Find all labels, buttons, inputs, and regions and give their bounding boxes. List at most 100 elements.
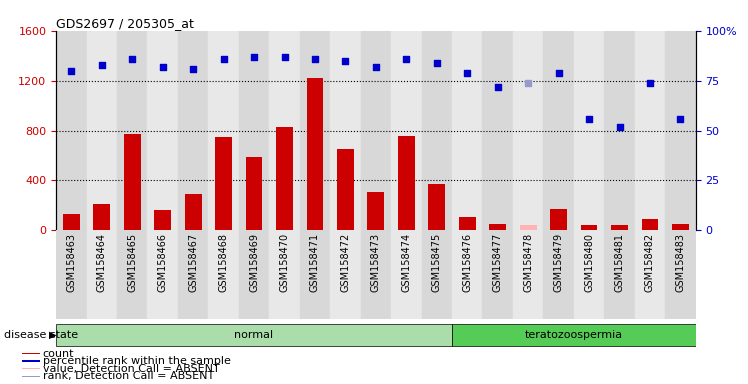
Point	[553, 70, 565, 76]
Point	[340, 58, 352, 64]
Point	[65, 68, 77, 74]
Text: GSM158471: GSM158471	[310, 233, 320, 292]
Point	[583, 116, 595, 122]
Bar	[665, 230, 696, 319]
Bar	[154, 210, 171, 230]
Bar	[300, 31, 330, 230]
Bar	[611, 225, 628, 230]
Bar	[245, 157, 263, 230]
Bar	[604, 31, 635, 230]
Text: count: count	[43, 349, 74, 359]
Bar	[63, 214, 80, 230]
Text: GSM158482: GSM158482	[645, 233, 655, 292]
Bar	[22, 353, 40, 354]
Bar	[391, 31, 422, 230]
Bar	[239, 31, 269, 230]
Text: GSM158470: GSM158470	[280, 233, 289, 292]
Point	[400, 56, 412, 62]
Bar	[361, 31, 391, 230]
Bar	[452, 31, 482, 230]
Text: teratozoospermia: teratozoospermia	[525, 330, 623, 340]
Bar	[452, 324, 696, 346]
Bar	[330, 31, 361, 230]
Text: GSM158475: GSM158475	[432, 233, 442, 292]
Text: normal: normal	[234, 330, 274, 340]
Bar	[269, 230, 300, 319]
Bar	[56, 230, 87, 319]
Bar	[209, 230, 239, 319]
Text: GDS2697 / 205305_at: GDS2697 / 205305_at	[56, 17, 194, 30]
Bar	[185, 194, 201, 230]
Bar	[635, 230, 665, 319]
Text: GSM158465: GSM158465	[127, 233, 137, 292]
Bar	[56, 324, 452, 346]
Text: GSM158473: GSM158473	[371, 233, 381, 292]
Point	[126, 56, 138, 62]
Bar	[178, 230, 209, 319]
Bar	[147, 230, 178, 319]
Bar	[367, 192, 384, 230]
Bar	[22, 361, 40, 362]
Bar	[574, 230, 604, 319]
Bar	[422, 31, 452, 230]
Text: GSM158483: GSM158483	[675, 233, 685, 292]
Bar	[635, 31, 665, 230]
Bar	[307, 78, 323, 230]
Point	[522, 79, 534, 86]
Point	[370, 64, 381, 70]
Bar	[56, 31, 87, 230]
Bar	[361, 230, 391, 319]
Point	[96, 61, 108, 68]
Bar	[513, 31, 543, 230]
Bar	[672, 223, 689, 230]
Bar	[482, 230, 513, 319]
Text: GSM158472: GSM158472	[340, 233, 350, 292]
Bar	[124, 134, 141, 230]
Text: GSM158467: GSM158467	[188, 233, 198, 292]
Bar	[209, 31, 239, 230]
Bar	[337, 149, 354, 230]
Point	[644, 79, 656, 86]
Point	[462, 70, 473, 76]
Bar	[22, 368, 40, 369]
Text: GSM158464: GSM158464	[96, 233, 107, 292]
Bar	[520, 225, 536, 230]
Bar	[459, 217, 476, 230]
Text: GSM158469: GSM158469	[249, 233, 259, 292]
Bar	[391, 230, 422, 319]
Bar	[513, 230, 543, 319]
Bar	[22, 376, 40, 377]
Bar	[147, 31, 178, 230]
Bar	[489, 224, 506, 230]
Point	[278, 54, 290, 60]
Bar	[574, 31, 604, 230]
Point	[218, 56, 230, 62]
Point	[156, 64, 168, 70]
Text: rank, Detection Call = ABSENT: rank, Detection Call = ABSENT	[43, 371, 214, 381]
Bar	[276, 127, 293, 230]
Text: GSM158479: GSM158479	[554, 233, 563, 292]
Text: ▶: ▶	[49, 330, 56, 340]
Point	[675, 116, 687, 122]
Bar	[269, 31, 300, 230]
Text: GSM158468: GSM158468	[218, 233, 229, 292]
Bar	[665, 31, 696, 230]
Bar	[398, 136, 414, 230]
Bar	[580, 225, 598, 230]
Text: GSM158480: GSM158480	[584, 233, 594, 292]
Bar	[117, 230, 147, 319]
Point	[491, 84, 503, 90]
Bar	[94, 204, 110, 230]
Bar	[482, 31, 513, 230]
Text: percentile rank within the sample: percentile rank within the sample	[43, 356, 230, 366]
Bar	[178, 31, 209, 230]
Bar	[239, 230, 269, 319]
Text: GSM158476: GSM158476	[462, 233, 472, 292]
Bar	[604, 230, 635, 319]
Bar	[215, 137, 232, 230]
Text: GSM158466: GSM158466	[158, 233, 168, 292]
Point	[248, 54, 260, 60]
Bar	[422, 230, 452, 319]
Text: GSM158477: GSM158477	[493, 233, 503, 292]
Bar	[87, 230, 117, 319]
